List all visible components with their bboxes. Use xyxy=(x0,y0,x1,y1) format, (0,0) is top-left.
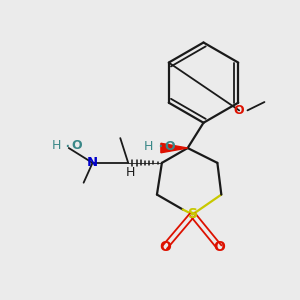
Text: O: O xyxy=(159,240,171,254)
Text: O: O xyxy=(234,104,244,117)
Polygon shape xyxy=(161,143,188,153)
Text: H: H xyxy=(144,140,153,153)
Text: N: N xyxy=(87,156,98,170)
Text: O: O xyxy=(71,139,82,152)
Text: O: O xyxy=(213,240,225,254)
Text: S: S xyxy=(188,207,198,221)
Text: ·: · xyxy=(157,138,163,156)
Text: ·: · xyxy=(64,138,70,156)
Text: H: H xyxy=(126,166,135,179)
Text: O: O xyxy=(164,140,175,153)
Text: H: H xyxy=(52,139,61,152)
